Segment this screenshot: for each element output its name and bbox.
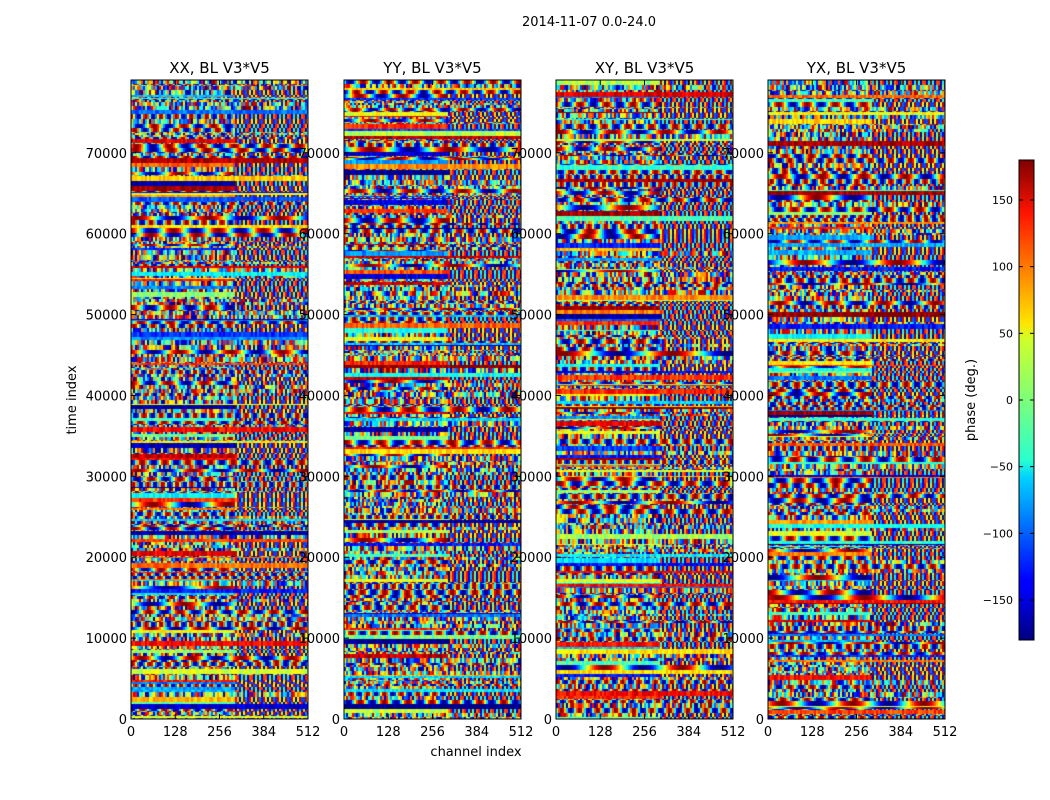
y-tick-label: 0: [119, 713, 127, 728]
y-tick-label: 10000: [86, 632, 127, 647]
colorbar-tick-label: −100: [983, 527, 1013, 540]
y-tick-label: 50000: [86, 309, 127, 324]
x-tick-label: 256: [844, 725, 869, 740]
x-tick-label: 0: [127, 725, 135, 740]
x-tick-label: 128: [800, 725, 825, 740]
x-tick-label: 0: [340, 725, 348, 740]
y-tick-label: 60000: [299, 228, 340, 243]
phase-image-yy: [344, 80, 521, 719]
x-tick-label: 384: [888, 725, 913, 740]
y-tick-label: 70000: [723, 147, 764, 162]
panels-group: XX, BL V3*V5 0 128 256 384 512 0 10000 20000 3000…: [86, 59, 958, 740]
panel-title: XX, BL V3*V5: [169, 59, 270, 77]
y-tick-label: 20000: [299, 551, 340, 566]
x-tick-label: 128: [588, 725, 613, 740]
x-tick-label: 0: [552, 725, 560, 740]
y-tick-label: 30000: [86, 470, 127, 485]
colorbar-tick-label: 150: [992, 194, 1013, 207]
y-tick-label: 10000: [299, 632, 340, 647]
y-tick-label: 60000: [511, 228, 552, 243]
y-tick-label: 50000: [299, 309, 340, 324]
colorbar-tick-label: −50: [990, 461, 1013, 474]
y-tick-label: 60000: [723, 228, 764, 243]
y-tick-label: 50000: [723, 309, 764, 324]
x-tick-label: 256: [632, 725, 657, 740]
y-tick-label: 50000: [511, 309, 552, 324]
y-tick-label: 10000: [511, 632, 552, 647]
y-tick-label: 40000: [299, 389, 340, 404]
x-tick-label: 0: [764, 725, 772, 740]
y-tick-label: 30000: [511, 470, 552, 485]
y-tick-label: 0: [756, 713, 764, 728]
panel-title: XY, BL V3*V5: [595, 59, 695, 77]
x-tick-label: 256: [420, 725, 445, 740]
panel-title: YY, BL V3*V5: [382, 59, 481, 77]
y-tick-label: 20000: [86, 551, 127, 566]
y-tick-label: 0: [332, 713, 340, 728]
x-tick-label: 512: [296, 725, 321, 740]
y-tick-label: 70000: [86, 147, 127, 162]
shared-x-axis-label: channel index: [430, 745, 521, 760]
y-tick-label: 30000: [723, 470, 764, 485]
y-tick-label: 20000: [511, 551, 552, 566]
colorbar-tick-label: 100: [992, 261, 1013, 274]
y-tick-label: 40000: [86, 389, 127, 404]
panel-xx: XX, BL V3*V5 0 128 256 384 512 0 10000 20000 3000…: [86, 59, 321, 740]
y-tick-label: 70000: [511, 147, 552, 162]
x-tick-label: 512: [933, 725, 958, 740]
x-tick-label: 128: [163, 725, 188, 740]
x-tick-label: 384: [251, 725, 276, 740]
y-tick-label: 20000: [723, 551, 764, 566]
colorbar-ticks: 150 100 50 0 −50 −100 −150: [983, 194, 1034, 607]
colorbar-tick-label: 0: [1006, 394, 1013, 407]
colorbar: 150 100 50 0 −50 −100 −150 phase (deg.): [964, 159, 1035, 641]
x-tick-label: 512: [721, 725, 746, 740]
phase-image-yx: [768, 80, 945, 719]
x-tick-label: 384: [464, 725, 489, 740]
x-tick-label: 128: [376, 725, 401, 740]
panel-yx: YX, BL V3*V5 0 128 256 384 512 0 10000 20000 3000…: [723, 59, 958, 740]
phase-image-xy: [556, 80, 733, 719]
phase-image-xx: [131, 80, 308, 719]
panel-title: YX, BL V3*V5: [806, 59, 907, 77]
y-tick-label: 40000: [723, 389, 764, 404]
x-tick-label: 256: [207, 725, 232, 740]
y-tick-label: 60000: [86, 228, 127, 243]
x-tick-label: 384: [676, 725, 701, 740]
panel-yy: YY, BL V3*V5 0 128 256 384 512 0 10000 20000 3000…: [299, 59, 534, 740]
colorbar-tick-label: −150: [983, 594, 1013, 607]
y-tick-label: 40000: [511, 389, 552, 404]
panel-xy: XY, BL V3*V5 0 128 256 384 512 0 10000 20000 3000…: [511, 59, 746, 740]
y-tick-label: 70000: [299, 147, 340, 162]
y-tick-label: 30000: [299, 470, 340, 485]
colorbar-label: phase (deg.): [964, 359, 979, 441]
colorbar-tick-label: 50: [999, 327, 1013, 340]
y-tick-label: 10000: [723, 632, 764, 647]
y-tick-label: 0: [544, 713, 552, 728]
figure-suptitle: 2014-11-07 0.0-24.0: [522, 15, 656, 30]
shared-y-axis-label: time index: [65, 365, 80, 434]
x-tick-label: 512: [509, 725, 534, 740]
